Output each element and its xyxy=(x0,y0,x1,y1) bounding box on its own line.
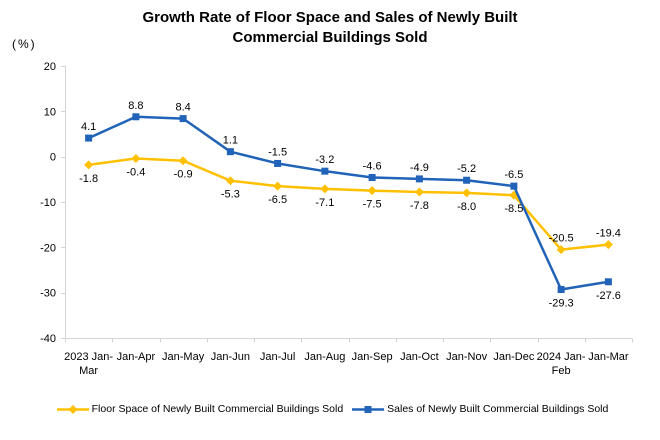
floor-space-data-label: -8.5 xyxy=(504,203,523,215)
floor-space-data-point-marker xyxy=(603,240,613,250)
sales-data-label: -29.3 xyxy=(549,297,574,309)
sales-data-point-marker xyxy=(132,113,140,121)
floor-space-data-label: -0.9 xyxy=(174,169,193,181)
x-axis-tick-label: Jan-Apr xyxy=(117,351,156,363)
floor-space-data-point-marker xyxy=(414,187,424,197)
sales-data-label: 1.1 xyxy=(223,135,238,147)
sales-data-label: 8.4 xyxy=(175,102,190,114)
sales-data-point-marker xyxy=(415,175,423,183)
axes: 20 10 0 -10 -20 -30 -40 2023 Jan-Mar Jan-Apr Jan-… xyxy=(40,61,633,377)
sales-data-label: -5.2 xyxy=(457,163,476,175)
legend: Floor Space of Newly Built Commercial Bu… xyxy=(30,400,635,418)
floor-space-data-label: -5.3 xyxy=(221,189,240,201)
sales-data-label: 4.1 xyxy=(81,121,96,133)
floor-space-data-point-marker xyxy=(131,153,141,163)
y-axis-unit-label: (%) xyxy=(12,37,37,51)
plot-area: 20 10 0 -10 -20 -30 -40 2023 Jan-Mar Jan-Apr Jan-… xyxy=(40,61,633,377)
floor-space-data-point-marker xyxy=(273,181,283,191)
legend-label-floor-space: Floor Space of Newly Built Commercial Bu… xyxy=(91,403,344,415)
y-axis-tick-label: 20 xyxy=(44,61,56,73)
floor-space-line xyxy=(87,157,610,251)
x-axis-tick-label: Jan-May xyxy=(162,351,205,363)
sales-data-point-marker xyxy=(463,176,471,184)
floor-space-data-label: -20.5 xyxy=(549,233,574,245)
floor-space-data-point-marker xyxy=(225,176,235,186)
y-axis-tick-label: 0 xyxy=(50,152,56,164)
sales-line xyxy=(87,115,610,291)
sales-data-point-marker xyxy=(604,278,612,286)
sales-data-point-marker xyxy=(510,182,518,190)
floor-space-data-label: -7.8 xyxy=(410,200,429,212)
series-sales: 4.1 8.8 8.4 1.1 -1.5 -3.2 -4.6 -4.9 -5.2 -6.5 -29.… xyxy=(81,100,621,310)
floor-space-data-label: -8.0 xyxy=(457,201,476,213)
x-axis-tick-label: Jan-Nov xyxy=(446,351,487,363)
sales-series-icon xyxy=(352,405,385,413)
floor-space-series-icon xyxy=(56,404,89,414)
floor-space-data-label: -1.8 xyxy=(79,173,98,185)
floor-space-data-label: -0.4 xyxy=(126,166,145,178)
floor-space-data-point-marker xyxy=(462,188,472,198)
sales-data-point-marker xyxy=(85,134,93,142)
sales-data-point-marker xyxy=(274,159,282,167)
series-floor-space: -1.8 -0.4 -0.9 -5.3 -6.5 -7.1 -7.5 -7.8 -8.0 -8.5… xyxy=(79,153,621,255)
sales-data-label: -1.5 xyxy=(268,146,287,158)
legend-label-sales: Sales of Newly Built Commercial Building… xyxy=(387,403,609,415)
floor-space-data-point-marker xyxy=(367,186,377,196)
x-axis-tick-label: Jan-Sep xyxy=(352,351,393,363)
chart-title: Growth Rate of Floor Space and Sales of … xyxy=(142,9,518,46)
x-axis-tick-label: Jan-Aug xyxy=(304,351,345,363)
y-axis-tick-label: -10 xyxy=(40,197,56,209)
y-axis-tick-label: 10 xyxy=(44,106,56,118)
sales-data-point-marker xyxy=(368,174,376,182)
x-axis-tick-label: Jan-Jul xyxy=(260,351,295,363)
sales-data-label: -4.6 xyxy=(363,161,382,173)
sales-data-label: -4.9 xyxy=(410,162,429,174)
x-axis-tick-label: 2024 Jan-Feb xyxy=(537,351,586,377)
x-axis-tick-label: Jan-Dec xyxy=(493,351,534,363)
floor-space-data-label: -7.1 xyxy=(315,197,334,209)
floor-space-data-label: -19.4 xyxy=(596,228,621,240)
sales-data-point-marker xyxy=(321,167,329,175)
sales-data-label: -27.6 xyxy=(596,290,621,302)
legend-item-floor-space: Floor Space of Newly Built Commercial Bu… xyxy=(56,403,344,415)
floor-space-data-label: -6.5 xyxy=(268,194,287,206)
floor-space-data-point-marker xyxy=(178,156,188,166)
y-axis-tick-label: -20 xyxy=(40,242,56,254)
y-axis-tick-label: -40 xyxy=(40,333,56,345)
x-axis-tick-label: Jan-Mar xyxy=(588,351,629,363)
x-axis-tick-label: Jan-Oct xyxy=(400,351,439,363)
floor-space-data-point-marker xyxy=(320,184,330,194)
sales-data-point-marker xyxy=(179,115,187,123)
sales-data-label: -6.5 xyxy=(504,169,523,181)
y-axis-tick-label: -30 xyxy=(40,288,56,300)
sales-data-label: 8.8 xyxy=(128,100,143,112)
sales-data-point-marker xyxy=(557,285,565,293)
sales-data-point-marker xyxy=(226,148,234,156)
x-axis-tick-label: 2023 Jan-Mar xyxy=(64,351,113,377)
floor-space-data-point-marker xyxy=(84,160,94,170)
floor-space-data-label: -7.5 xyxy=(363,199,382,211)
floor-space-data-point-marker xyxy=(556,245,566,255)
x-axis-tick-label: Jan-Jun xyxy=(211,351,250,363)
legend-item-sales: Sales of Newly Built Commercial Building… xyxy=(352,403,608,415)
sales-data-label: -3.2 xyxy=(315,154,334,166)
